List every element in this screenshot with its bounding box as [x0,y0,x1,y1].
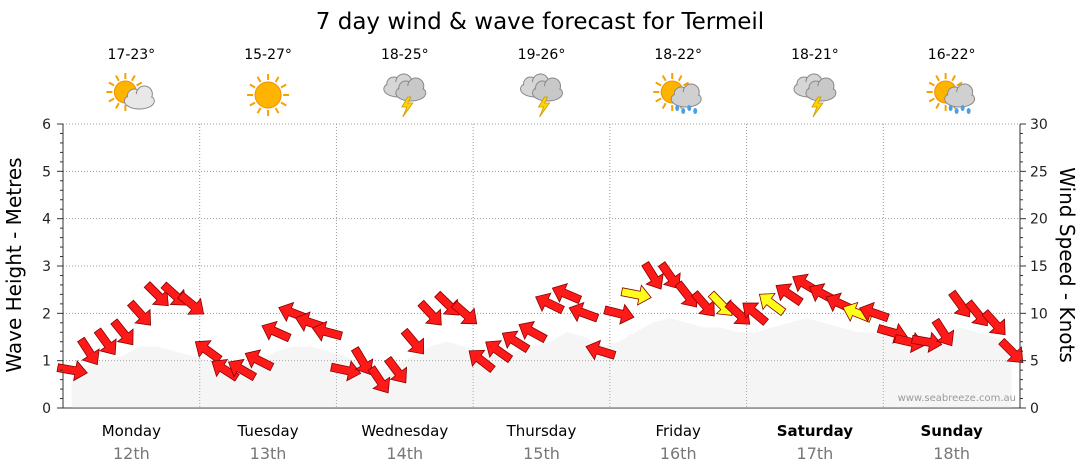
day-date-label: 18th [933,444,970,463]
wind-arrow [501,330,531,354]
y-left-tick-label: 4 [42,212,51,228]
day-name-label: Friday [655,422,701,440]
wind-arrow [93,327,117,356]
temperature-label: 16-22° [928,47,976,63]
chart-title: 7 day wind & wave forecast for Termeil [316,9,764,35]
wind-arrow [858,301,890,323]
wind-arrow [143,281,169,307]
y-right-axis-title: Wind Speed - Knots [1055,167,1079,363]
wind-arrow [911,331,943,354]
day-date-label: 13th [250,444,287,463]
wind-arrow [981,309,1006,336]
wind-arrow [350,346,374,375]
sun-shower-icon [653,73,702,114]
wind-arrow [311,320,343,342]
wind-arrow [434,290,460,316]
day-date-label: 15th [523,444,560,463]
y-right-tick-label: 5 [1030,354,1039,370]
wind-arrow [400,327,424,355]
wind-arrow [758,293,787,317]
wind-arrow [518,321,548,344]
y-left-tick-label: 2 [42,306,51,322]
y-left-tick-label: 1 [42,354,51,370]
wind-arrow [691,290,715,317]
temperature-label: 18-25° [381,47,429,63]
wind-arrow [551,283,583,305]
wind-arrow [998,337,1024,363]
wind-arrow [417,299,442,326]
wind-arrow [535,292,565,315]
day-date-label: 16th [660,444,697,463]
wind-arrow [641,260,664,290]
y-right-tick-label: 20 [1030,212,1048,228]
wind-arrow [110,318,134,346]
wave-height-area [71,318,1012,408]
wind-arrow [585,339,617,361]
y-right-tick-label: 0 [1030,401,1039,417]
wind-arrow [384,355,408,384]
day-date-label: 14th [386,444,423,463]
temperature-label: 15-27° [244,47,292,63]
y-right-tick-label: 15 [1030,259,1048,275]
y-left-axis-title: Wave Height - Metres [2,157,26,372]
day-name-label: Saturday [777,422,854,440]
wind-arrow [450,300,478,325]
wind-arrow [775,283,804,307]
day-date-label: 17th [797,444,834,463]
day-name-label: Monday [102,422,161,440]
sun-shower-icon [926,73,976,114]
sun-icon [247,74,290,116]
y-axis-right: 0 5 10 15 20 25 30 [1020,117,1048,417]
x-axis-labels: Monday 12th Tuesday 13th Wednesday 14th Thursd… [102,422,983,463]
wind-arrow [177,291,205,315]
credit-text: www.seabreeze.com.au [898,393,1016,404]
wind-arrow [657,261,681,290]
day-name-label: Thursday [506,422,577,440]
wind-arrow [194,340,223,364]
temperature-label: 17-23° [108,47,156,63]
wind-arrow [261,320,292,343]
y-left-tick-label: 0 [42,401,51,417]
wind-arrow [228,358,258,382]
storm-icon [520,73,563,118]
temperature-row: 17-23° 15-27° 18-25° 19-26° 18-22° 18-21° 16-2… [108,47,976,63]
wind-arrow [931,317,955,347]
day-name-label: Sunday [920,422,983,440]
temperature-label: 18-21° [791,47,839,63]
day-date-label: 12th [113,444,150,463]
wind-arrow [603,303,635,325]
y-right-tick-label: 10 [1030,306,1048,322]
wind-arrow [126,299,152,326]
y-axis-left: 0 1 2 3 4 5 6 [42,117,63,417]
wind-arrow [485,340,514,364]
wind-arrow [468,349,496,374]
temperature-label: 18-22° [654,47,702,63]
y-right-tick-label: 25 [1030,164,1048,180]
wind-arrow [568,301,600,323]
day-name-label: Wednesday [361,422,448,440]
wind-arrow [77,336,100,366]
sun-cloud-icon [106,73,155,111]
y-left-tick-label: 3 [42,259,51,275]
y-right-tick-label: 30 [1030,117,1048,133]
day-name-label: Tuesday [237,422,299,440]
wind-arrow [620,284,652,306]
wind-arrow [329,360,362,382]
wind-arrow [244,349,275,372]
wave-height-shadow [71,318,1012,408]
wind-arrows [56,260,1024,394]
weather-icon-row [106,73,976,118]
y-left-tick-label: 5 [42,164,51,180]
wind-arrow [742,302,769,326]
temperature-label: 19-26° [518,47,566,63]
y-left-tick-label: 6 [42,117,51,133]
wind-arrow [56,360,88,382]
wind-arrow [707,290,733,316]
wind-arrow [367,365,391,394]
storm-icon [383,73,427,118]
storm-icon [793,73,837,118]
